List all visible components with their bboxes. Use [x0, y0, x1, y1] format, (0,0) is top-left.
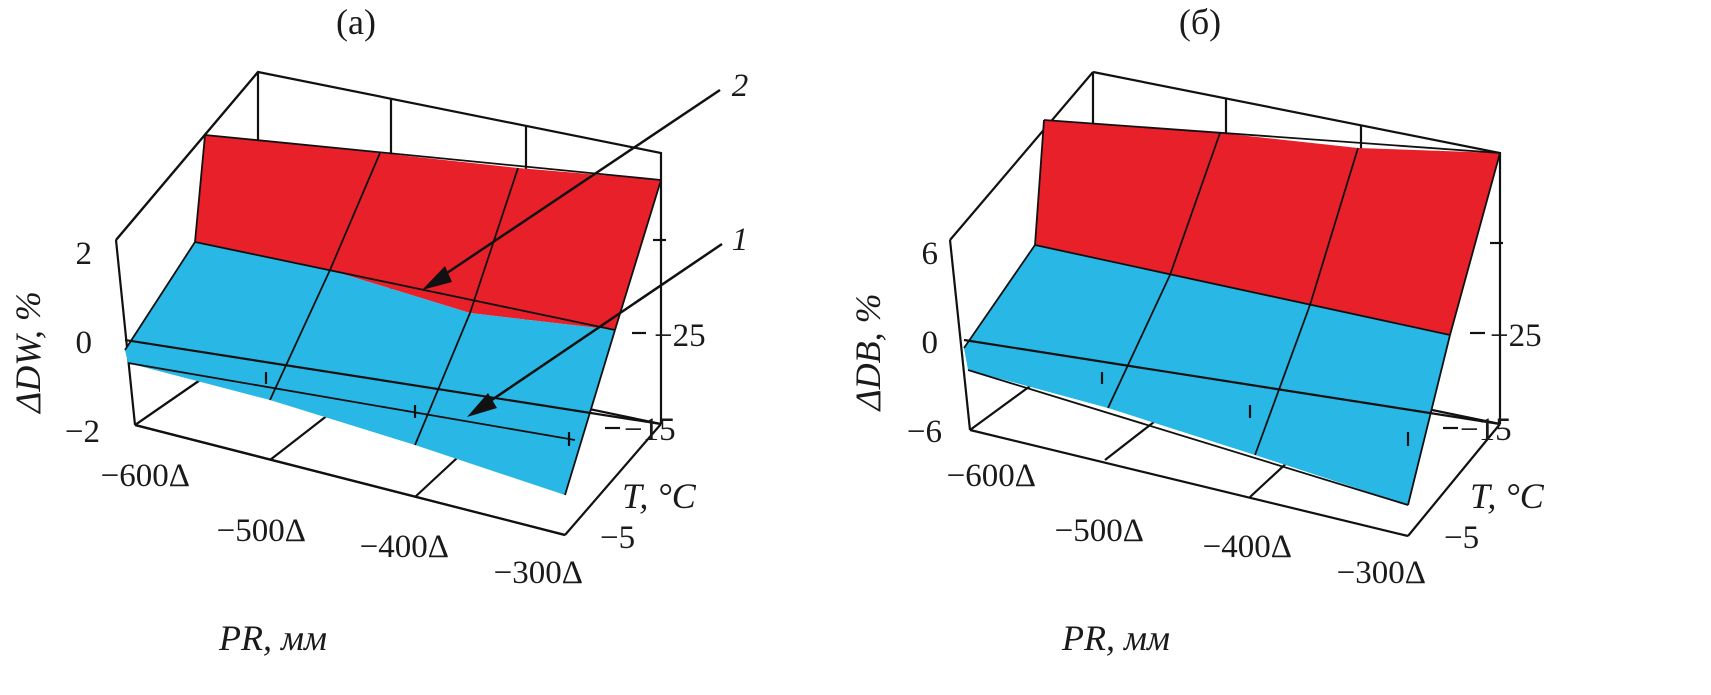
x-tick-label-0: −600Δ: [101, 458, 190, 494]
b-surface-1-patch: [964, 245, 1450, 505]
b-mesh-2-right: [1449, 152, 1501, 336]
b-z-tick-label-2: 6: [922, 236, 939, 272]
z-tick-label-2: 2: [76, 236, 93, 272]
z-axis-line: [114, 239, 137, 426]
b-front-z-zero-line: [963, 338, 1501, 426]
surface-1-patch: [125, 242, 615, 495]
z-tick-label-1: 0: [76, 325, 93, 361]
mesh-1-front: [127, 362, 576, 441]
side-wall-top: [115, 71, 259, 241]
b-y-tick-label-1: −15: [1460, 412, 1512, 448]
front-base-line: [134, 423, 566, 537]
surface-2-patch: [195, 135, 661, 330]
mesh-1-col-1: [269, 269, 331, 401]
y-axis-title: T, °C: [622, 476, 697, 516]
b-x-tick-label-2: −400Δ: [1203, 529, 1292, 565]
x-tick-label-2: −400Δ: [360, 529, 449, 565]
panel-b: (б) 6 0 −6 ΔDB, % −600Δ −500Δ −400Δ −300…: [848, 2, 1545, 658]
b-x-axis-title: PR, мм: [1061, 618, 1170, 658]
b-x-tick-label-0: −600Δ: [947, 458, 1036, 494]
floor-right: [564, 423, 662, 536]
mesh-2-right: [614, 179, 662, 331]
annotation-2: 2: [732, 68, 749, 104]
b-mesh-2-col-1: [1169, 132, 1221, 276]
arrow-1-head: [467, 393, 497, 417]
mesh-2-left: [194, 134, 206, 243]
b-surface-2-patch: [1035, 120, 1500, 335]
y-tick-label-1: −15: [624, 412, 676, 448]
b-floor-right: [1407, 423, 1501, 537]
arrow-1-line: [476, 242, 723, 412]
panel-a: (a) 2 0 −2 ΔDW, % −600Δ −500Δ −400Δ −300…: [8, 2, 748, 658]
b-y-tick-label-0: −5: [1444, 520, 1479, 556]
arrow-2-line: [431, 88, 721, 285]
b-side-wall-top: [949, 71, 1094, 241]
mesh-interface: [194, 241, 616, 331]
b-x-tick-label-3: −300Δ: [1337, 555, 1426, 591]
b-mesh-1-left: [963, 244, 1036, 349]
panel-a-title: (a): [336, 2, 376, 42]
front-z-zero-line: [124, 338, 662, 426]
b-x-tick-label-1: −500Δ: [1055, 513, 1144, 549]
panel-b-title: (б): [1179, 2, 1221, 42]
b-y-tick-label-2: −25: [1490, 318, 1542, 354]
b-z-tick-label-0: −6: [907, 414, 942, 450]
x-tick-label-3: −300Δ: [494, 555, 583, 591]
z-axis-title: ΔDW, %: [8, 291, 48, 415]
annotation-1: 1: [732, 222, 749, 258]
mesh-2-col-1: [329, 152, 381, 271]
b-mesh-2-left: [1034, 119, 1045, 246]
mesh-1-col-2: [414, 312, 471, 446]
b-mesh-1-right: [1407, 334, 1451, 506]
b-z-axis-line: [948, 239, 972, 431]
y-tick-label-0: −5: [600, 520, 635, 556]
b-mesh-2-row-0: [1043, 119, 1501, 154]
b-mesh-1-col-1: [1107, 274, 1171, 409]
b-z-axis-title: ΔDB, %: [848, 293, 888, 412]
b-y-axis-title: T, °C: [1470, 476, 1545, 516]
z-tick-label-0: −2: [65, 414, 100, 450]
x-axis-title: PR, мм: [218, 618, 327, 658]
b-mesh-2-col-2: [1309, 147, 1359, 306]
x-tick-label-1: −500Δ: [217, 513, 306, 549]
b-mesh-1-front: [967, 369, 1409, 506]
y-tick-label-2: −25: [654, 318, 706, 354]
b-z-tick-label-1: 0: [922, 325, 939, 361]
arrow-2-head: [422, 266, 452, 290]
mesh-2-row-0: [204, 134, 662, 181]
b-mesh-interface: [1034, 244, 1451, 336]
b-mesh-1-col-2: [1254, 304, 1311, 456]
b-front-base-line: [969, 428, 1409, 538]
mesh-1-left: [124, 241, 196, 351]
